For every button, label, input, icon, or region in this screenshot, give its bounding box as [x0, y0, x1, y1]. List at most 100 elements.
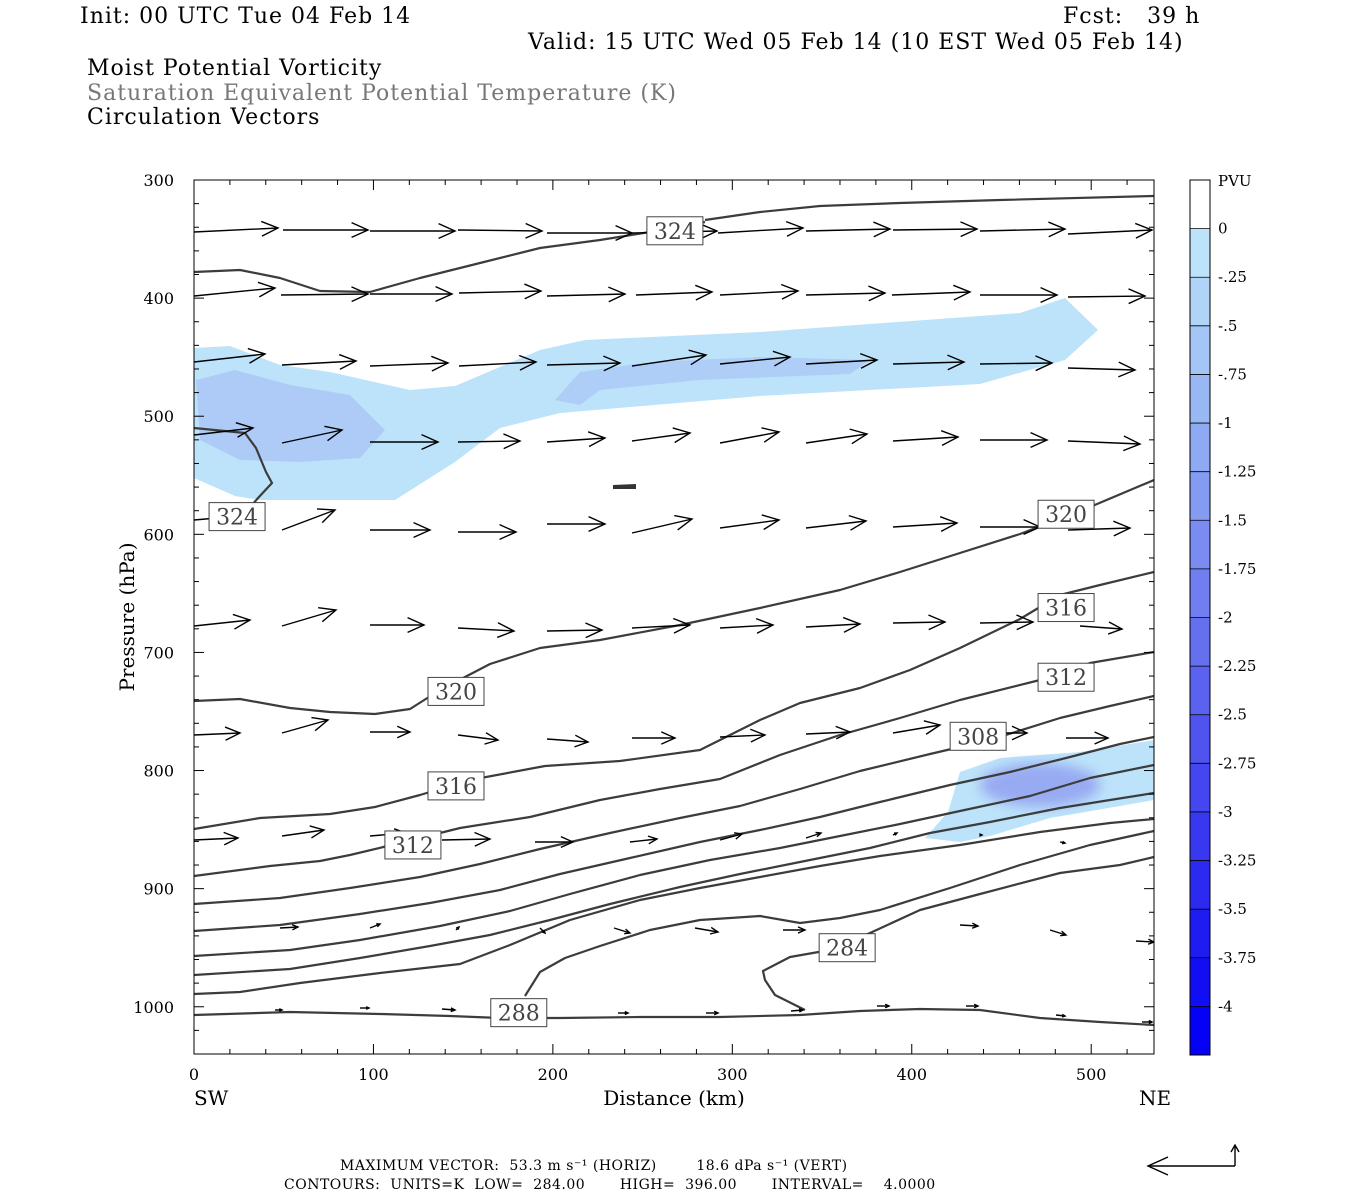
circulation-vector-4 — [457, 222, 544, 239]
circulation-vector-15 — [458, 283, 543, 300]
x-tick-label-100: 100 — [358, 1065, 389, 1084]
circulation-vector-52 — [805, 514, 868, 531]
contour-label-box-1 — [646, 216, 704, 246]
colorbar-swatch-10 — [1190, 617, 1210, 667]
contour-label-1: 324 — [654, 220, 696, 245]
contour-label-box-10 — [818, 933, 876, 963]
circulation-vector-64 — [892, 614, 947, 631]
circulation-vector-35 — [281, 425, 344, 444]
circulation-vector-34 — [194, 421, 255, 438]
circulation-vector-37 — [457, 433, 522, 450]
circulation-vector-18 — [719, 283, 800, 300]
circulation-vector-99 — [275, 1008, 284, 1012]
contour-label-box-11 — [490, 998, 548, 1028]
reference-vector-icon — [1146, 1143, 1240, 1176]
contour-label-2: 324 — [216, 506, 258, 531]
circulation-vector-79 — [281, 825, 326, 839]
colorbar-swatch-4 — [1190, 325, 1210, 375]
contour-info: CONTOURS: UNITS=K LOW= 284.00 HIGH= 396.… — [284, 1177, 936, 1193]
circulation-vector-28 — [631, 349, 708, 367]
colorbar-label-10: -2.25 — [1218, 657, 1256, 675]
colorbar-label-14: -3.25 — [1218, 852, 1256, 870]
colorbar-swatch-18 — [1190, 1006, 1210, 1056]
circulation-vector-25 — [369, 355, 450, 372]
colorbar-swatch-6 — [1190, 423, 1210, 473]
colorbar-swatch-15 — [1190, 860, 1210, 910]
contour-label-box-2 — [208, 502, 266, 532]
theta-e-contour-1 — [704, 194, 1154, 222]
circulation-vector-88 — [1059, 840, 1067, 845]
forecast-hour: Fcst: 39 h — [1063, 4, 1201, 29]
circulation-vector-19 — [805, 285, 887, 302]
colorbar-label-8: -1.75 — [1218, 560, 1256, 578]
circulation-vector-31 — [892, 354, 966, 371]
circulation-vector-57 — [281, 606, 338, 627]
colorbar-swatch-11 — [1190, 666, 1210, 716]
theta-e-contour-9 — [194, 763, 1154, 958]
circulation-vector-95 — [783, 926, 807, 934]
circulation-vector-101 — [441, 1007, 457, 1013]
contour-label-10: 284 — [826, 937, 868, 962]
circulation-vector-94 — [694, 926, 720, 935]
y-tick-label-800: 800 — [143, 762, 174, 781]
circulation-vector-71 — [546, 734, 590, 748]
circulation-vector-103 — [618, 1010, 630, 1016]
circulation-vector-50 — [631, 514, 694, 534]
circulation-vector-70 — [457, 732, 500, 745]
theta-e-contour-8 — [194, 735, 1154, 933]
circulation-vector-10 — [979, 221, 1067, 238]
colorbar-swatch-16 — [1190, 909, 1210, 959]
theta-e-contour-5 — [194, 570, 1154, 831]
x-tick-label-300: 300 — [717, 1065, 748, 1084]
theta-e-contour-11 — [194, 817, 1154, 996]
circulation-vector-59 — [457, 622, 516, 639]
circulation-vector-44 — [1067, 435, 1142, 452]
circulation-vector-42 — [892, 430, 960, 446]
contour-label-7: 312 — [1045, 666, 1087, 691]
colorbar-label-4: -.75 — [1218, 365, 1247, 383]
circulation-vector-92 — [539, 927, 547, 935]
colorbar-swatch-8 — [1190, 520, 1210, 570]
circulation-vector-104 — [706, 1010, 720, 1016]
circulation-vector-16 — [546, 286, 627, 303]
circulation-vector-8 — [805, 221, 892, 238]
circulation-vector-12 — [194, 281, 277, 298]
circulation-vector-40 — [719, 427, 781, 444]
circulation-vector-83 — [629, 835, 659, 845]
contour-label-9: 308 — [957, 725, 999, 750]
circulation-vector-89 — [279, 924, 300, 931]
valid-time: Valid: 15 UTC Wed 05 Feb 14 (10 EST Wed … — [528, 30, 1184, 55]
x-end-label-sw: SW — [194, 1086, 229, 1110]
colorbar-swatch-12 — [1190, 714, 1210, 764]
max-vector-note: MAXIMUM VECTOR: 53.3 m s⁻¹ (HORIZ) 18.6 … — [340, 1158, 848, 1174]
axis-ticks — [193, 179, 1154, 1054]
colorbar-swatch-9 — [1190, 568, 1210, 618]
theta-e-contour-10 — [194, 791, 1154, 977]
contour-label-box-3 — [1037, 499, 1095, 529]
contour-label-box-5 — [1037, 593, 1095, 623]
circulation-vector-78 — [194, 831, 240, 846]
colorbar-label-7: -1.5 — [1218, 511, 1247, 529]
colorbar-swatch-14 — [1190, 811, 1210, 862]
plot-frame — [193, 179, 1155, 1055]
circulation-vector-21 — [980, 287, 1059, 303]
circulation-vector-86 — [892, 832, 899, 836]
mpv-band-upper — [194, 298, 1098, 500]
circulation-vector-11 — [1067, 222, 1154, 239]
colorbar-swatch-2 — [1190, 228, 1210, 278]
circulation-vector-97 — [1049, 929, 1068, 937]
circulation-vector-33 — [1067, 361, 1137, 378]
y-tick-label-700: 700 — [143, 643, 174, 662]
theta-e-contour-7 — [194, 694, 1154, 906]
circulation-vector-36 — [370, 434, 440, 450]
contour-labels: 324 324 320 320 316 316 312 312 308 284 288 — [208, 216, 1095, 1028]
x-end-label-ne: NE — [1139, 1086, 1171, 1110]
circulation-vector-96 — [959, 922, 980, 929]
mpv-lower-core — [980, 763, 1100, 807]
circulation-vector-24 — [281, 353, 358, 370]
circulation-vector-72 — [632, 731, 677, 745]
y-axis-title: Pressure (hPa) — [115, 543, 139, 692]
circulation-vector-107 — [966, 1003, 980, 1009]
circulation-vector-84 — [719, 832, 744, 841]
mpv-shading — [194, 298, 1154, 842]
